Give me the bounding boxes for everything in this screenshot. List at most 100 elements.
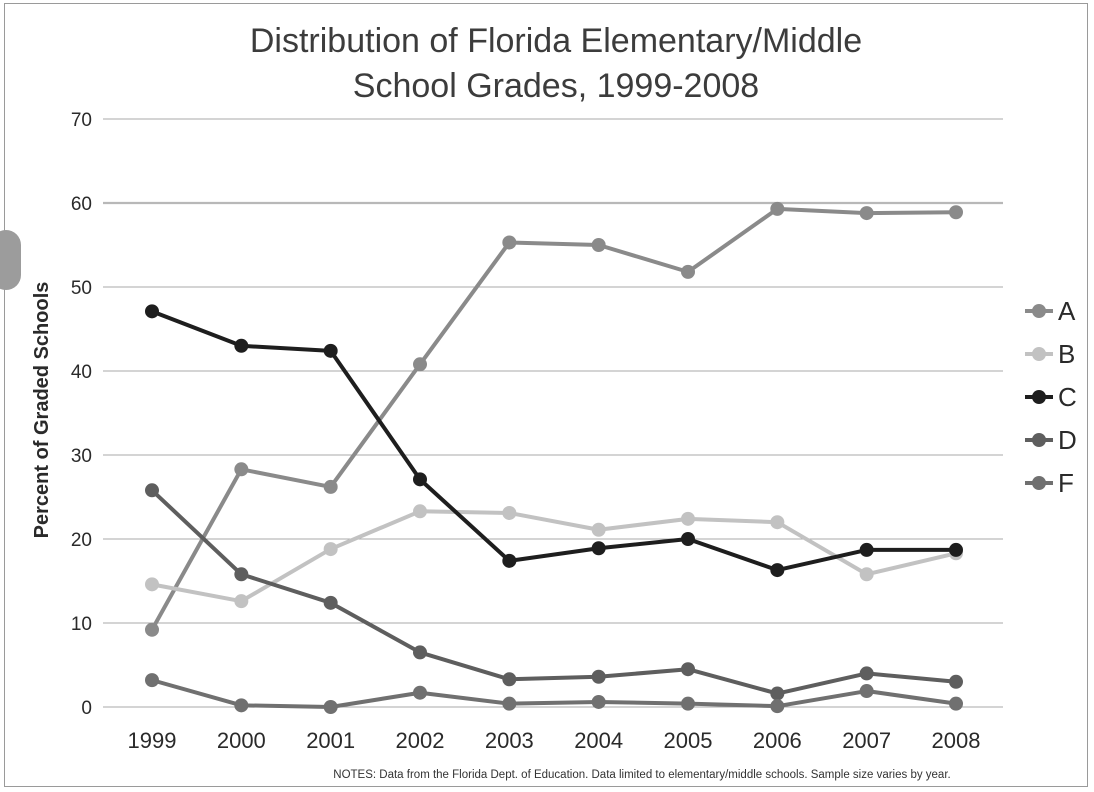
y-axis-label: Percent of Graded Schools — [31, 282, 53, 539]
series-C — [145, 304, 963, 578]
data-point-D-2005 — [681, 662, 695, 677]
series-F — [145, 673, 963, 714]
chart-title-line-1: Distribution of Florida Elementary/Middl… — [250, 22, 862, 60]
data-point-C-2007 — [859, 542, 874, 557]
data-point-C-2000 — [234, 338, 249, 353]
chart-title: Distribution of Florida Elementary/Middl… — [250, 22, 862, 105]
y-tick-label: 30 — [71, 446, 92, 467]
data-point-C-2006 — [770, 563, 785, 578]
legend-item-F: F — [1025, 468, 1074, 498]
series-A — [145, 201, 963, 637]
data-point-B-2006 — [770, 515, 785, 530]
legend-swatch-marker — [1032, 390, 1046, 404]
legend-label: D — [1058, 425, 1077, 455]
y-axis-ticks: 0 10 20 30 40 50 60 70 — [71, 110, 92, 719]
data-point-A-2005 — [681, 264, 695, 279]
data-point-A-2001 — [323, 479, 338, 494]
legend-item-C: C — [1025, 382, 1077, 412]
x-tick-label: 2005 — [664, 728, 713, 753]
data-point-F-2008 — [949, 696, 963, 711]
legend-label: C — [1058, 382, 1077, 412]
legend-swatch-marker — [1032, 476, 1046, 490]
x-tick-label: 2006 — [753, 728, 802, 753]
legend-item-D: D — [1025, 425, 1077, 455]
series-line-F — [150, 678, 958, 709]
data-point-B-2003 — [502, 505, 517, 520]
x-tick-label: 2002 — [396, 728, 445, 753]
series-line-B — [150, 509, 958, 604]
series-line-D — [150, 488, 958, 696]
data-point-C-2001 — [323, 343, 338, 358]
data-point-A-2006 — [770, 201, 785, 216]
series-line-C — [150, 309, 958, 573]
data-point-B-2007 — [859, 567, 874, 582]
data-point-F-1999 — [145, 673, 159, 688]
data-point-D-2007 — [859, 666, 874, 681]
data-point-A-2008 — [949, 205, 963, 220]
data-point-C-2004 — [591, 541, 606, 556]
y-tick-label: 50 — [71, 278, 92, 299]
legend-swatch-marker — [1032, 433, 1046, 447]
x-tick-label: 2007 — [842, 728, 891, 753]
data-point-A-2002 — [413, 357, 427, 372]
data-point-D-2002 — [413, 645, 427, 660]
data-point-F-2001 — [323, 700, 338, 714]
y-tick-label: 60 — [71, 194, 92, 215]
legend-swatch-marker — [1032, 347, 1046, 361]
data-point-B-2002 — [413, 504, 427, 519]
data-point-B-2001 — [323, 542, 338, 557]
data-point-A-2000 — [234, 462, 249, 477]
gridlines — [103, 118, 1003, 708]
data-point-B-1999 — [145, 577, 159, 592]
data-point-C-2002 — [413, 472, 427, 487]
data-point-D-2000 — [234, 567, 249, 582]
data-point-C-2005 — [681, 532, 695, 546]
data-point-C-2003 — [502, 553, 517, 568]
x-tick-label: 2004 — [574, 728, 623, 753]
data-point-D-2001 — [323, 595, 338, 610]
chart-title-line-2: School Grades, 1999-2008 — [353, 67, 759, 105]
legend-swatch-marker — [1032, 304, 1046, 318]
series-D — [145, 483, 963, 701]
series-lines — [145, 201, 963, 714]
data-point-C-1999 — [145, 304, 159, 319]
data-point-F-2003 — [502, 696, 517, 711]
edge-tab-shape — [0, 230, 21, 290]
notes-text: NOTES: Data from the Florida Dept. of Ed… — [333, 769, 950, 781]
data-point-F-2002 — [413, 685, 427, 700]
y-tick-label: 0 — [81, 698, 92, 719]
data-point-F-2005 — [681, 696, 695, 711]
legend-item-A: A — [1025, 296, 1076, 326]
legend-label: A — [1058, 296, 1076, 326]
data-point-F-2006 — [770, 699, 785, 714]
x-tick-label: 2003 — [485, 728, 534, 753]
data-point-B-2000 — [234, 594, 249, 609]
chart-frame — [0, 3, 1088, 787]
x-tick-label: 2008 — [932, 728, 981, 753]
legend-label: F — [1058, 468, 1074, 498]
y-tick-label: 10 — [71, 614, 92, 635]
data-point-A-1999 — [145, 622, 159, 637]
x-tick-label: 1999 — [128, 728, 177, 753]
data-point-F-2004 — [591, 694, 606, 709]
data-point-B-2005 — [681, 511, 695, 526]
y-tick-label: 40 — [71, 362, 92, 383]
data-point-C-2008 — [949, 542, 963, 557]
x-tick-label: 2001 — [306, 728, 355, 753]
data-point-B-2004 — [591, 522, 606, 537]
data-point-D-2006 — [770, 686, 785, 701]
y-tick-label: 70 — [71, 110, 92, 131]
data-point-F-2000 — [234, 698, 249, 713]
data-point-D-2003 — [502, 672, 517, 687]
x-axis-ticks: 1999 2000 2001 2002 2003 2004 2005 2006 2007 2008 — [128, 728, 981, 753]
legend-label: B — [1058, 339, 1075, 369]
data-point-A-2004 — [591, 238, 606, 252]
data-point-D-2004 — [591, 669, 606, 684]
data-point-A-2007 — [859, 206, 874, 221]
series-line-A — [150, 206, 958, 632]
x-tick-label: 2000 — [217, 728, 266, 753]
y-tick-label: 20 — [71, 530, 92, 551]
data-point-D-2008 — [949, 674, 963, 689]
data-point-F-2007 — [859, 684, 874, 699]
